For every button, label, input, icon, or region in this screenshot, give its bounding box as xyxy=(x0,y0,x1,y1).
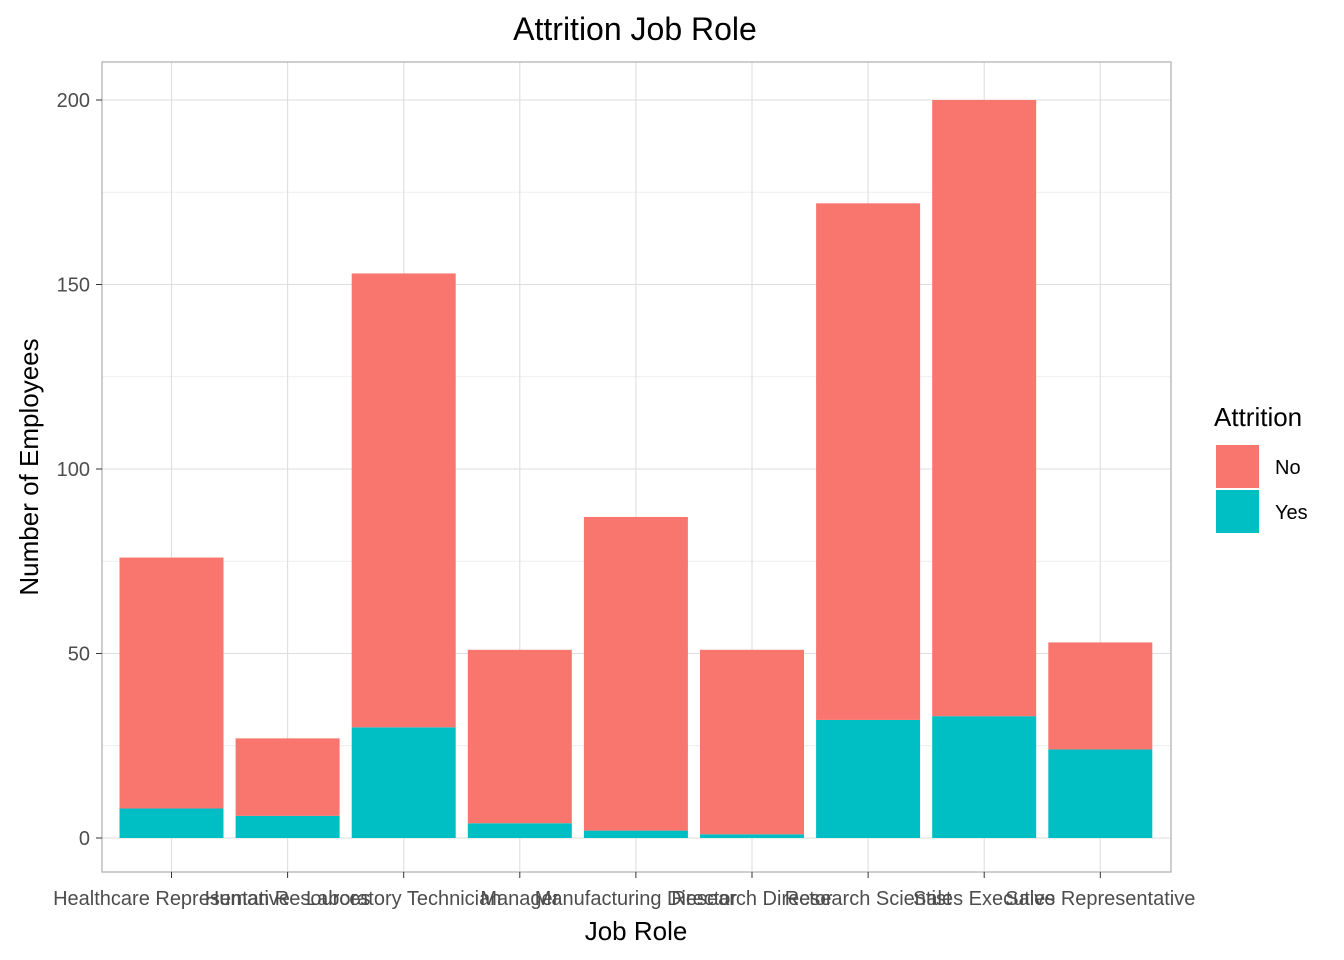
legend-label-yes: Yes xyxy=(1275,502,1308,524)
bar-yes-4 xyxy=(583,830,688,838)
bar-yes-3 xyxy=(467,823,572,838)
bar-no-5 xyxy=(700,649,804,835)
y-axis: 0 50 100 150 200 xyxy=(57,90,102,850)
y-tick-label: 0 xyxy=(79,828,90,850)
legend-key-no xyxy=(1216,445,1259,488)
y-tick-label: 100 xyxy=(57,459,90,481)
bars xyxy=(119,100,1153,838)
x-axis-title: Job Role xyxy=(585,916,688,946)
bar-no-4 xyxy=(583,516,688,831)
bar-yes-7 xyxy=(932,716,1037,838)
y-tick-label: 200 xyxy=(57,90,90,112)
bar-no-7 xyxy=(932,100,1037,717)
y-tick-label: 150 xyxy=(57,275,90,297)
legend-title: Attrition xyxy=(1214,402,1302,432)
bar-yes-1 xyxy=(235,815,340,838)
y-tick-label: 50 xyxy=(68,644,90,666)
x-tick-label: Laboratory Technician xyxy=(306,888,501,910)
legend-label-no: No xyxy=(1275,457,1301,479)
bar-yes-8 xyxy=(1048,749,1153,838)
plot-border xyxy=(101,61,1172,873)
x-tick-label: Human Resources xyxy=(205,888,371,910)
legend: Attrition No Yes xyxy=(1214,402,1308,533)
y-axis-title: Number of Employees xyxy=(14,338,44,595)
bar-no-8 xyxy=(1048,642,1153,750)
bar-no-2 xyxy=(351,273,456,728)
bar-no-1 xyxy=(235,738,340,816)
x-tick-label: Research Director xyxy=(671,888,833,910)
x-tick-label: Sales Executive xyxy=(913,888,1055,910)
x-tick-label: Manufacturing Director xyxy=(535,888,738,910)
x-tick-label: Healthcare Representative xyxy=(53,888,290,910)
bar-yes-2 xyxy=(351,727,456,838)
bar-no-0 xyxy=(119,557,224,809)
legend-key-yes xyxy=(1216,490,1259,533)
x-tick-label: Manager xyxy=(480,888,559,910)
chart-title: Attrition Job Role xyxy=(513,11,757,47)
bar-yes-6 xyxy=(816,719,921,838)
bar-no-6 xyxy=(816,203,921,720)
x-tick-label: Research Scientist xyxy=(785,888,952,910)
bar-yes-0 xyxy=(119,808,224,838)
bar-no-3 xyxy=(467,649,572,824)
bar-yes-5 xyxy=(700,834,804,838)
x-tick-label: Sales Representative xyxy=(1005,888,1195,910)
